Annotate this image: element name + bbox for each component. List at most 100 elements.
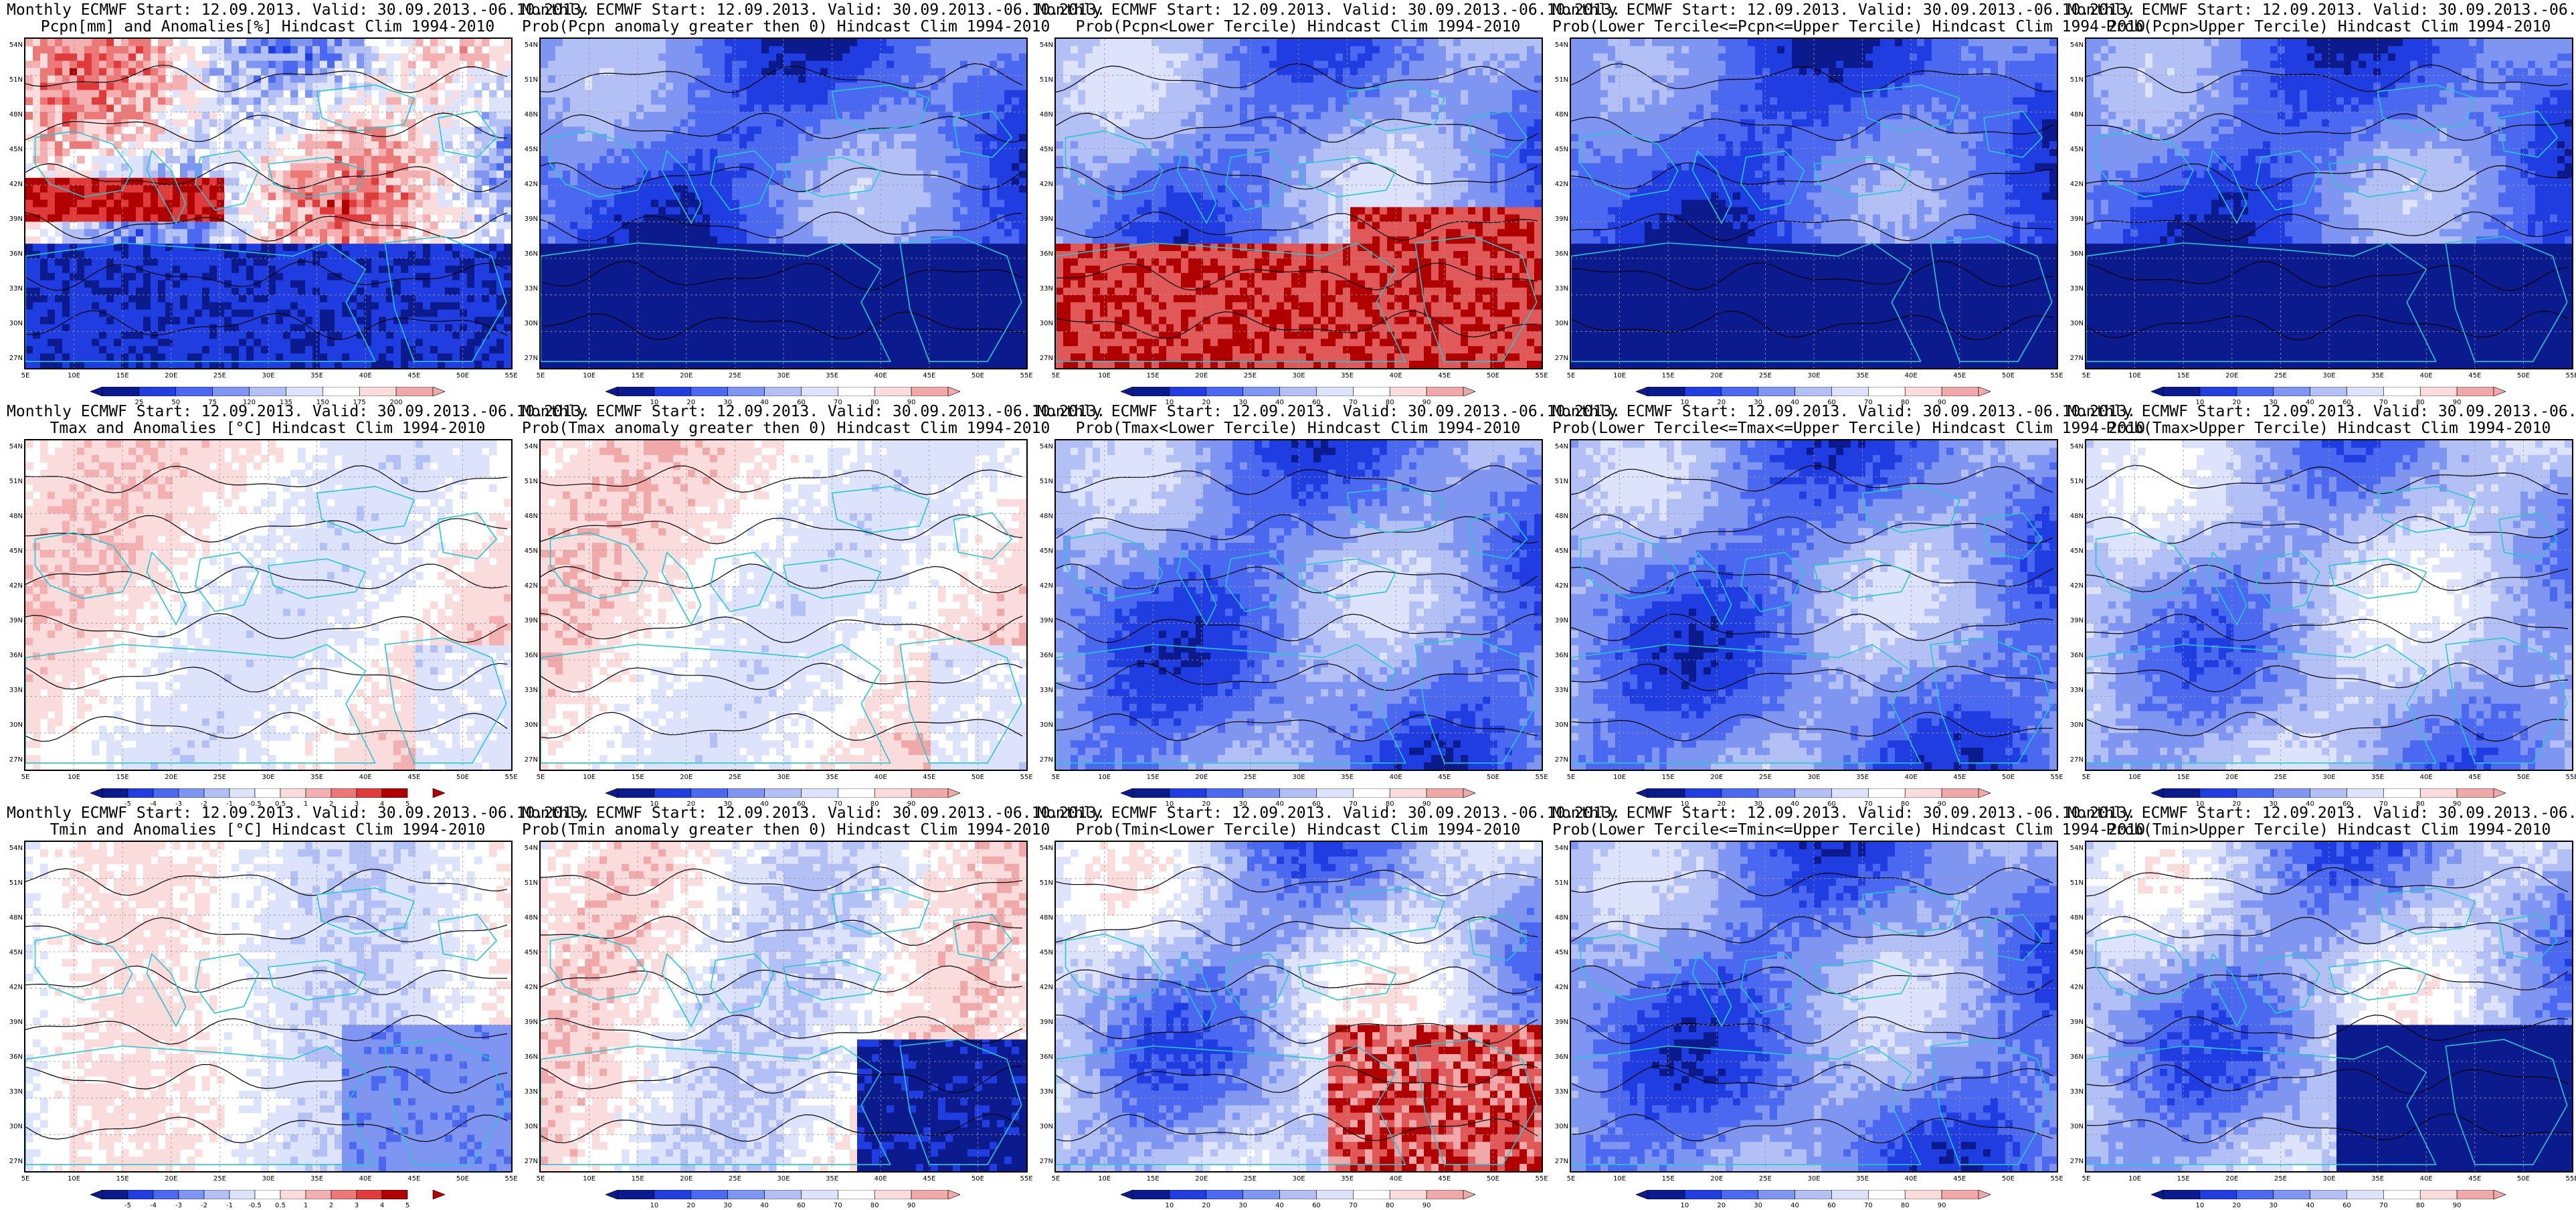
latitude-label: 33N <box>1554 687 1568 695</box>
colorbar-swatch <box>2420 788 2457 798</box>
colorbar-tick-label: 30 <box>1234 1202 1253 1210</box>
longitude-label: 30E <box>773 774 794 782</box>
longitude-label: 10E <box>579 372 600 380</box>
colorbar-swatch <box>2163 387 2200 396</box>
colorbar-tick-label: 60 <box>792 1202 810 1210</box>
colorbar-swatch <box>1795 387 1832 396</box>
colorbar-tick-label: 80 <box>865 1202 884 1210</box>
latitude-label: 36N <box>2069 1053 2084 1061</box>
colorbar-swatch <box>1390 387 1427 396</box>
longitude-label: 5E <box>1561 1175 1581 1183</box>
longitude-label: 15E <box>2173 774 2193 782</box>
latitude-label: 33N <box>2069 285 2084 293</box>
latitude-label: 42N <box>523 582 538 590</box>
longitude-label: 15E <box>2173 1175 2193 1183</box>
latitude-label: 39N <box>523 1019 538 1027</box>
map-frame <box>1054 37 1543 369</box>
colorbar-tick-label: 30 <box>1749 1202 1768 1210</box>
longitude-label: 15E <box>628 774 648 782</box>
longitude-label: 50E <box>452 774 472 782</box>
latitude-label: 30N <box>1038 1123 1053 1131</box>
longitude-label: 50E <box>968 1175 988 1183</box>
latitude-label: 33N <box>1554 1088 1568 1096</box>
colorbar-tick-label: 80 <box>1896 1202 1914 1210</box>
colorbar <box>1636 1190 1991 1199</box>
longitude-label: 55E <box>2562 372 2576 380</box>
latitude-label: 39N <box>1554 617 1568 625</box>
longitude-label: 45E <box>1435 774 1455 782</box>
latitude-label: 51N <box>523 76 538 84</box>
colorbar-swatch <box>1868 788 1905 798</box>
latitude-label: 48N <box>1554 513 1568 521</box>
colorbar-swatch <box>654 788 691 798</box>
colorbar-swatch <box>838 788 875 798</box>
colorbar-swatch <box>875 387 911 396</box>
latitude-label: 36N <box>1038 652 1053 660</box>
latitude-label: 27N <box>523 756 538 764</box>
latitude-label: 27N <box>8 355 23 363</box>
map-panel-prob-tmin-upper: Monthly ECMWF Start: 12.09.2013. Valid: … <box>2067 803 2576 1205</box>
colorbar-swatch <box>875 788 911 798</box>
colorbar-tick-label: 90 <box>1417 1202 1436 1210</box>
longitude-label: 5E <box>531 774 551 782</box>
colorbar-swatch <box>2274 788 2310 798</box>
latitude-label: 51N <box>8 879 23 887</box>
colorbar-swatch <box>1170 1190 1206 1199</box>
map-plot <box>2086 842 2572 1171</box>
longitude-label: 20E <box>1192 1175 1212 1183</box>
latitude-label: 33N <box>8 687 23 695</box>
longitude-label: 40E <box>2416 372 2436 380</box>
colorbar-swatch <box>1942 387 1979 396</box>
latitude-label: 54N <box>2069 443 2084 451</box>
panel-title-line2: Prob(Tmax>Upper Tercile) Hindcast Clim 1… <box>2067 420 2576 437</box>
colorbar-swatch <box>654 387 691 396</box>
colorbar-tick-label: 10 <box>2191 1202 2209 1210</box>
longitude-label: 55E <box>2047 774 2067 782</box>
map-panel-prob-tmax-middle: Monthly ECMWF Start: 12.09.2013. Valid: … <box>1552 402 2074 803</box>
colorbar-swatch <box>1427 1190 1463 1199</box>
longitude-label: 50E <box>2513 774 2533 782</box>
longitude-label: 20E <box>676 372 697 380</box>
longitude-label: 45E <box>1435 1175 1455 1183</box>
colorbar <box>606 1190 960 1199</box>
panel-title-line2: Prob(Tmin anomaly greater then 0) Hindca… <box>522 821 1044 839</box>
longitude-label: 10E <box>64 774 84 782</box>
colorbar-swatch <box>1316 788 1353 798</box>
latitude-label: 33N <box>8 1088 23 1096</box>
latitude-label: 42N <box>2069 181 2084 189</box>
colorbar-swatch <box>618 387 654 396</box>
longitude-label: 35E <box>2368 1175 2388 1183</box>
panel-title-line2: Prob(Tmin<Lower Tercile) Hindcast Clim 1… <box>1037 821 1559 839</box>
longitude-label: 40E <box>355 774 375 782</box>
colorbar-swatch <box>1243 1190 1280 1199</box>
longitude-label: 45E <box>404 372 424 380</box>
colorbar-tick-label: 20 <box>1712 1202 1731 1210</box>
latitude-label: 30N <box>1038 320 1053 328</box>
latitude-label: 27N <box>1038 1158 1053 1166</box>
longitude-label: 20E <box>1192 372 1212 380</box>
latitude-label: 36N <box>1038 1053 1053 1061</box>
colorbar-swatch <box>1685 1190 1722 1199</box>
panel-title-line2: Prob(Tmin>Upper Tercile) Hindcast Clim 1… <box>2067 821 2576 839</box>
colorbar-tick-label: 90 <box>1932 1202 1951 1210</box>
colorbar-swatch <box>1133 1190 1170 1199</box>
longitude-label: 30E <box>258 1175 278 1183</box>
latitude-label: 42N <box>8 582 23 590</box>
colorbar-swatch <box>1206 788 1243 798</box>
colorbar-swatch <box>213 387 250 396</box>
latitude-label: 54N <box>2069 845 2084 853</box>
latitude-label: 54N <box>1038 41 1053 50</box>
longitude-label: 15E <box>112 774 132 782</box>
longitude-label: 30E <box>2319 774 2339 782</box>
map-panel-prob-tmax-upper: Monthly ECMWF Start: 12.09.2013. Valid: … <box>2067 402 2576 803</box>
panel-title-line2: Prob(Pcpn>Upper Tercile) Hindcast Clim 1… <box>2067 18 2576 35</box>
latitude-label: 42N <box>2069 984 2084 992</box>
panel-title-line2: Pcpn[mm] and Anomalies[%] Hindcast Clim … <box>7 18 529 35</box>
map-plot <box>2086 440 2572 770</box>
longitude-label: 50E <box>968 774 988 782</box>
latitude-label: 45N <box>8 547 23 555</box>
latitude-label: 27N <box>8 756 23 764</box>
colorbar-swatch <box>728 387 765 396</box>
map-frame <box>24 841 513 1173</box>
latitude-label: 30N <box>1554 1123 1568 1131</box>
